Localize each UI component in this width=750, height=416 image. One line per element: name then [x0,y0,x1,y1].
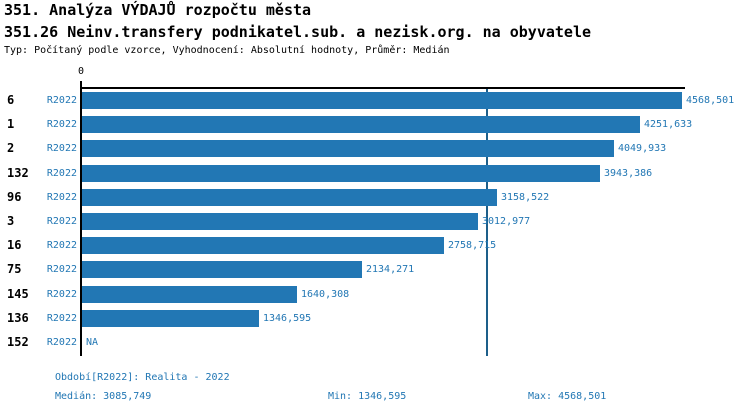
footer-min-stat: Min: 1346,595 [328,391,407,402]
chart-row: 75 R2022 2134,271 [0,261,750,278]
row-rank-label: 6 [7,93,15,107]
chart-row: 16 R2022 2758,715 [0,237,750,254]
x-axis-zero-tick-label: 0 [77,66,85,77]
chart-row: 152 R2022 NA [0,334,750,351]
value-bar [82,261,362,278]
bar-value-label: NA [86,337,99,348]
bar-value-label: 4251,633 [644,119,693,130]
value-bar [82,310,259,327]
chart-row: 1 R2022 4251,633 [0,116,750,133]
footer-median-stat: Medián: 3085,749 [55,391,152,402]
bar-value-label: 3158,522 [501,192,550,203]
row-rank-label: 16 [7,238,22,252]
value-bar [82,286,297,303]
chart-meta-info: Typ: Počítaný podle vzorce, Vyhodnocení:… [4,45,450,56]
chart-row: 132 R2022 3943,386 [0,165,750,182]
bar-value-label: 1640,308 [301,289,350,300]
row-rank-label: 136 [7,311,29,325]
footer-max-stat: Max: 4568,501 [528,391,607,402]
bar-value-label: 4568,501 [686,95,735,106]
bar-value-label: 3012,977 [482,216,531,227]
bar-value-label: 1346,595 [263,313,312,324]
page-title: 351. Analýza VÝDAJŮ rozpočtu města [4,1,312,19]
chart-row: 96 R2022 3158,522 [0,189,750,206]
row-rank-label: 132 [7,166,29,180]
value-bar [82,116,640,133]
row-rank-label: 1 [7,117,15,131]
y-axis-line [80,87,82,356]
chart-subtitle: 351.26 Neinv.transfery podnikatel.sub. a… [4,23,591,41]
row-period-label: R2022 [46,192,77,203]
row-rank-label: 3 [7,214,15,228]
value-bar [82,237,444,254]
footer-period-label: Období[R2022]: Realita - 2022 [55,372,230,383]
bar-value-label: 2758,715 [448,240,497,251]
row-rank-label: 152 [7,335,29,349]
row-period-label: R2022 [46,240,77,251]
row-period-label: R2022 [46,119,77,130]
row-rank-label: 96 [7,190,22,204]
value-bar [82,140,614,157]
value-bar [82,213,478,230]
chart-row: 6 R2022 4568,501 [0,92,750,109]
row-period-label: R2022 [46,216,77,227]
median-reference-line [486,88,488,356]
chart-row: 2 R2022 4049,933 [0,140,750,157]
x-axis-line [80,87,685,89]
row-period-label: R2022 [46,337,77,348]
row-period-label: R2022 [46,95,77,106]
chart-row: 136 R2022 1346,595 [0,310,750,327]
chart-row: 3 R2022 3012,977 [0,213,750,230]
row-rank-label: 2 [7,141,15,155]
row-rank-label: 75 [7,262,22,276]
value-bar [82,92,682,109]
row-period-label: R2022 [46,289,77,300]
x-axis-tick-mark [80,81,82,88]
value-bar [82,165,600,182]
row-period-label: R2022 [46,313,77,324]
bar-value-label: 3943,386 [604,168,653,179]
row-period-label: R2022 [46,168,77,179]
chart-row: 145 R2022 1640,308 [0,286,750,303]
row-period-label: R2022 [46,143,77,154]
row-period-label: R2022 [46,264,77,275]
row-rank-label: 145 [7,287,29,301]
bar-value-label: 2134,271 [366,264,415,275]
bar-value-label: 4049,933 [618,143,667,154]
value-bar [82,189,497,206]
